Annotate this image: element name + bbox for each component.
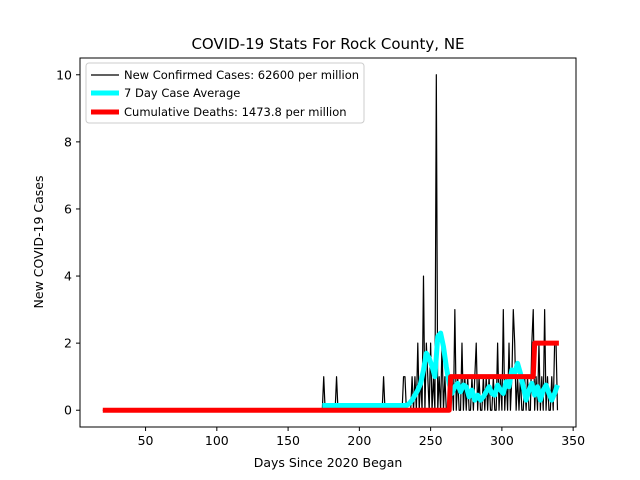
x-tick-label: 50 <box>138 433 154 448</box>
legend-label-new-cases: New Confirmed Cases: 62600 per million <box>124 68 359 82</box>
y-tick-label: 6 <box>64 201 72 216</box>
chart-title: COVID-19 Stats For Rock County, NE <box>191 35 464 53</box>
legend-label-7-day-average: 7 Day Case Average <box>124 86 240 100</box>
x-tick-label: 300 <box>490 433 514 448</box>
x-tick-label: 250 <box>419 433 443 448</box>
series-layer <box>102 74 560 413</box>
legend-box <box>85 62 365 124</box>
y-axis-ticks: 0 2 4 6 8 10 <box>56 67 80 418</box>
series-line-2 <box>102 340 559 413</box>
y-tick-label: 4 <box>64 269 72 284</box>
y-tick-label: 10 <box>56 67 72 82</box>
x-tick-label: 150 <box>276 433 300 448</box>
y-axis-label: New COVID-19 Cases <box>31 176 46 309</box>
series-line-1 <box>322 330 560 409</box>
y-tick-label: 2 <box>64 336 72 351</box>
x-axis-ticks: 50 100 150 200 250 300 350 <box>138 427 585 448</box>
y-tick-label: 0 <box>64 403 72 418</box>
x-tick-label: 100 <box>205 433 229 448</box>
x-tick-label: 200 <box>347 433 371 448</box>
legend-label-cumulative-deaths: Cumulative Deaths: 1473.8 per million <box>124 105 347 119</box>
y-tick-label: 8 <box>64 134 72 149</box>
x-tick-label: 350 <box>561 433 585 448</box>
legend: New Confirmed Cases: 62600 per million 7… <box>85 62 365 124</box>
x-axis-label: Days Since 2020 Began <box>254 455 403 470</box>
